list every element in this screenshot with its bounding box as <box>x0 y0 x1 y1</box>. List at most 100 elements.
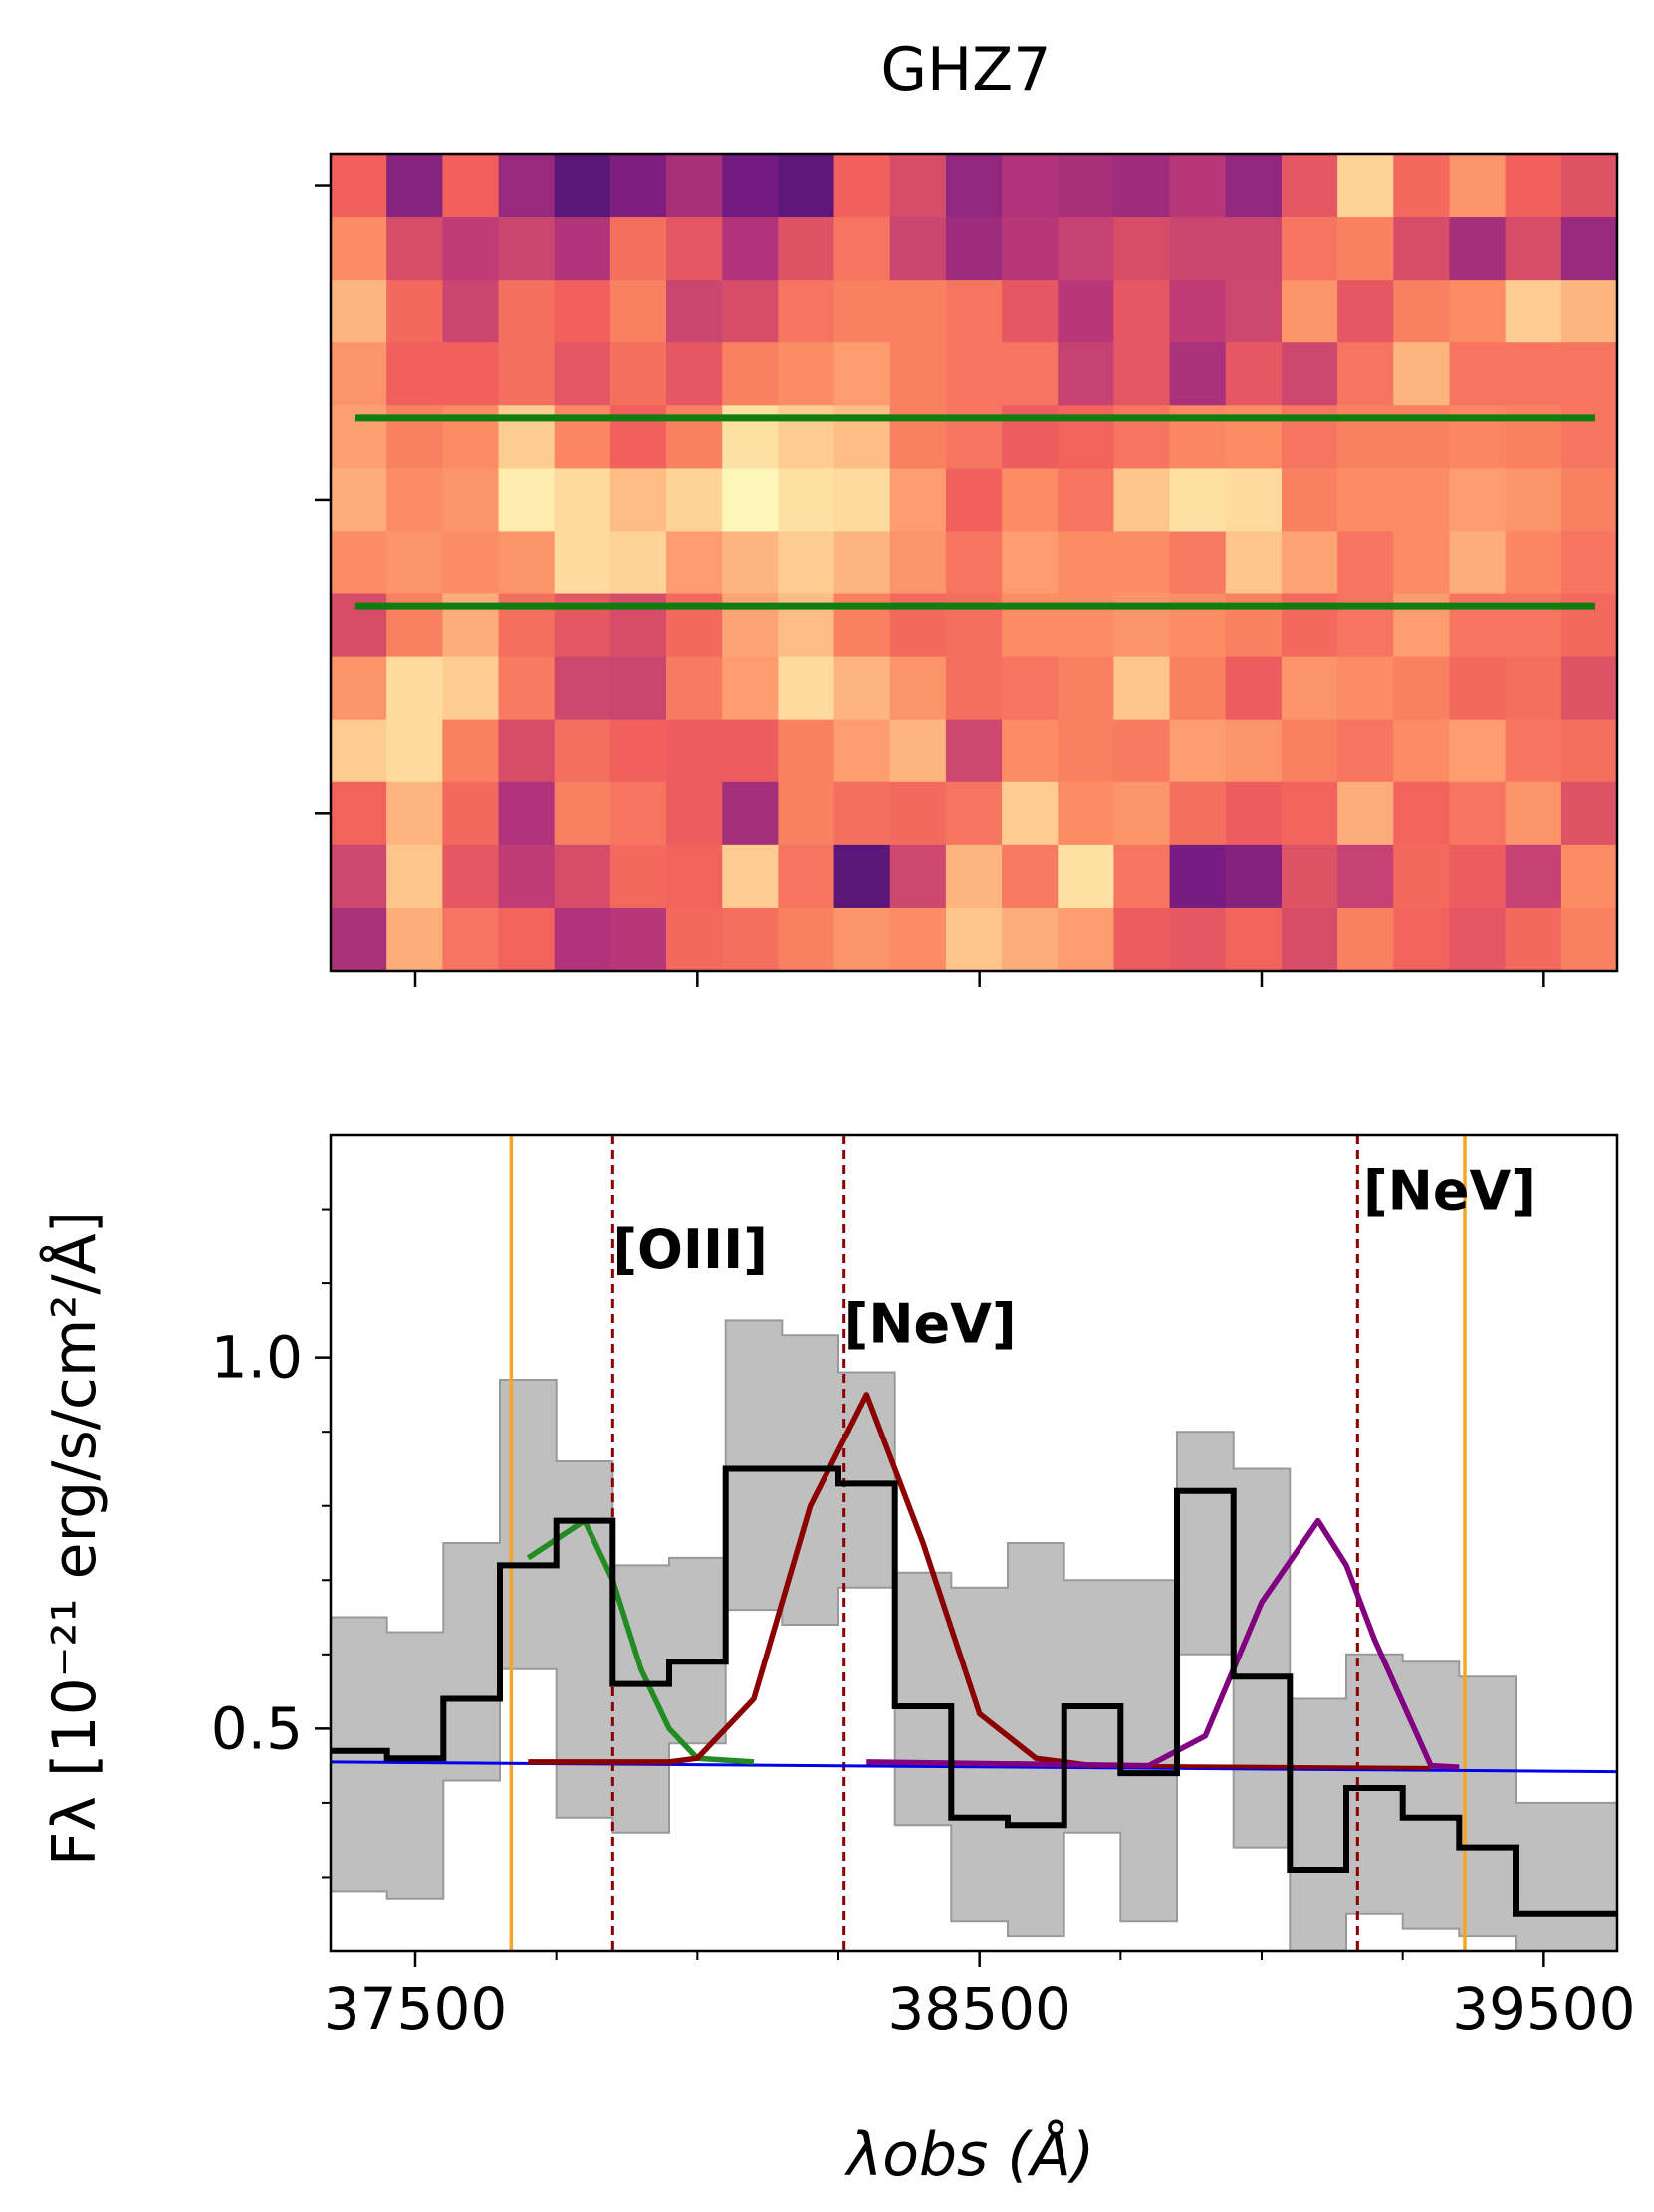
heatmap-cell <box>609 907 667 972</box>
heatmap-cell <box>1002 280 1059 343</box>
x-tick-label: 37500 <box>324 1975 508 2043</box>
y-tick-label: 1.0 <box>211 1324 303 1392</box>
heatmap-cell <box>722 844 779 909</box>
heatmap-cell <box>442 342 500 406</box>
heatmap-cell <box>1505 342 1562 406</box>
heatmap-cell <box>1393 907 1451 972</box>
heatmap-cell <box>1113 719 1171 783</box>
heatmap-cell <box>386 781 443 846</box>
heatmap-cell <box>609 656 667 721</box>
heatmap-cell <box>1560 907 1618 972</box>
heatmap-cell <box>666 342 723 406</box>
heatmap-cell <box>331 531 387 595</box>
heatmap-cell <box>1505 844 1562 909</box>
heatmap-cell <box>945 844 1003 909</box>
heatmap-cell <box>1002 531 1059 595</box>
heatmap-cell <box>609 531 667 595</box>
heatmap-cell <box>1225 217 1283 281</box>
flux-step-line <box>331 1465 1617 1917</box>
heatmap-cell <box>498 781 556 846</box>
heatmap-cell <box>833 907 891 972</box>
heatmap-cell <box>1058 719 1115 783</box>
heatmap-cell <box>889 844 947 909</box>
heatmap-cell <box>666 217 723 281</box>
heatmap-cell <box>1337 844 1394 909</box>
heatmap-cell <box>1560 342 1618 406</box>
heatmap-cell <box>386 280 443 343</box>
heatmap-cell <box>945 656 1003 721</box>
fit-nev-line-2 <box>866 1517 1460 1770</box>
heatmap-cell <box>945 907 1003 972</box>
heatmap-cell <box>554 907 611 972</box>
heatmap-cell <box>1337 280 1394 343</box>
heatmap-cell <box>778 781 835 846</box>
heatmap-cell <box>1505 154 1562 218</box>
heatmap-cell <box>1337 907 1394 972</box>
heatmap-cell <box>1337 468 1394 533</box>
heatmap-cell <box>609 217 667 281</box>
heatmap-cell <box>945 531 1003 595</box>
heatmap-cell <box>1225 719 1283 783</box>
heatmap-cell <box>1113 342 1171 406</box>
spectrum-2d-heatmap <box>331 154 1618 972</box>
heatmap-cell <box>833 844 891 909</box>
heatmap-cell <box>889 468 947 533</box>
heatmap-cell <box>1281 342 1338 406</box>
heatmap-cell <box>778 656 835 721</box>
heatmap-cell <box>1337 531 1394 595</box>
heatmap-cell <box>609 781 667 846</box>
heatmap-cell <box>609 844 667 909</box>
heatmap-cell <box>1449 280 1507 343</box>
heatmap-cell <box>1058 280 1115 343</box>
heatmap-ticks <box>315 184 1545 987</box>
heatmap-cell <box>722 217 779 281</box>
y-tick-label: 0.5 <box>211 1694 303 1762</box>
heatmap-cell <box>1225 531 1283 595</box>
heatmap-cell <box>1393 844 1451 909</box>
heatmap-cell <box>1337 342 1394 406</box>
heatmap-cell <box>1225 342 1283 406</box>
heatmap-cell <box>331 342 387 406</box>
heatmap-cell <box>1281 719 1338 783</box>
heatmap-cell <box>1169 531 1227 595</box>
heatmap-cell <box>554 844 611 909</box>
heatmap-cell <box>1002 907 1059 972</box>
heatmap-cell <box>722 154 779 218</box>
heatmap-cell <box>442 280 500 343</box>
heatmap-cell <box>498 217 556 281</box>
heatmap-cell <box>386 154 443 218</box>
heatmap-cell <box>1169 468 1227 533</box>
heatmap-cell <box>331 907 387 972</box>
heatmap-cell <box>331 781 387 846</box>
heatmap-cell <box>1113 154 1171 218</box>
extraction-aperture-lines <box>355 414 1595 610</box>
heatmap-cell <box>1058 468 1115 533</box>
heatmap-cell <box>1281 280 1338 343</box>
heatmap-cell <box>1505 656 1562 721</box>
heatmap-cell <box>1113 531 1171 595</box>
heatmap-cell <box>778 217 835 281</box>
heatmap-cell <box>1449 719 1507 783</box>
heatmap-cell <box>498 531 556 595</box>
error-band <box>330 1319 1618 1952</box>
heatmap-cell <box>1169 656 1227 721</box>
heatmap-cell <box>1560 531 1618 595</box>
heatmap-cell <box>554 280 611 343</box>
x-tick-label: 38500 <box>887 1975 1071 2043</box>
heatmap-cell <box>1505 719 1562 783</box>
heatmap-cell <box>1225 468 1283 533</box>
heatmap-cell <box>1225 280 1283 343</box>
heatmap-cell <box>778 468 835 533</box>
heatmap-cell <box>498 844 556 909</box>
heatmap-cell <box>945 280 1003 343</box>
heatmap-cell <box>666 468 723 533</box>
heatmap-cell <box>442 844 500 909</box>
heatmap-cell <box>1281 656 1338 721</box>
heatmap-cell <box>889 781 947 846</box>
heatmap-cell <box>1449 656 1507 721</box>
heatmap-cell <box>1169 280 1227 343</box>
heatmap-cell <box>1505 468 1562 533</box>
heatmap-cell <box>442 719 500 783</box>
heatmap-cell <box>1281 468 1338 533</box>
heatmap-cell <box>889 719 947 783</box>
